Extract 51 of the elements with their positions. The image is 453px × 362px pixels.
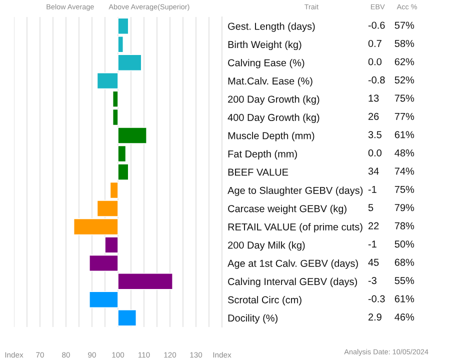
y-tick-label: 200 Day Milk (kg) <box>228 241 305 251</box>
y-tick-label: Age to Slaughter GEBV (days) <box>228 186 363 196</box>
y-tick-label: 400 Day Growth (kg) <box>228 114 320 123</box>
text: 58% <box>394 40 414 48</box>
y-tick-label: Age at 1st Calv. GEBV (days) <box>228 260 358 269</box>
text: -0.8 <box>368 76 385 84</box>
text: 5 <box>368 204 374 212</box>
text: 74% <box>394 168 414 175</box>
y-tick-label: Carcase weight GEBV (kg) <box>228 204 346 214</box>
text: 79% <box>394 204 414 212</box>
y-tick-label: Birth Weight (kg) <box>228 40 302 50</box>
text: 0.0 <box>368 149 382 156</box>
text: 55% <box>394 277 414 284</box>
text: 68% <box>394 258 414 266</box>
text: -3 <box>368 277 376 284</box>
y-tick-label: Calving Ease (%) <box>228 58 304 68</box>
y-tick-label: Muscle Depth (mm) <box>228 132 314 142</box>
y-tick-label: 200 Day Growth (kg) <box>228 95 320 105</box>
text: 26 <box>368 112 379 120</box>
y-tick-label: Gest. Length (days) <box>228 22 315 32</box>
text: 52% <box>394 76 414 84</box>
text: 34 <box>368 168 379 175</box>
text: 61% <box>394 295 414 302</box>
text: 61% <box>394 131 414 138</box>
y-tick-label: Fat Depth (mm) <box>228 150 297 160</box>
text: 57% <box>394 22 414 29</box>
text: 78% <box>394 222 414 230</box>
text: 77% <box>394 112 414 120</box>
y-tick-label: Calving Interval GEBV (days) <box>228 278 357 288</box>
y-tick-label: Mat.Calv. Ease (%) <box>228 77 312 87</box>
text: -0.3 <box>368 295 385 302</box>
text: -1 <box>368 186 376 193</box>
text: 50% <box>394 240 414 248</box>
text: 46% <box>394 313 414 321</box>
text: 45 <box>368 258 379 266</box>
y-tick-label: Docility (%) <box>228 314 278 324</box>
text: 48% <box>394 149 414 156</box>
text: 0.7 <box>368 40 382 48</box>
text: 2.9 <box>368 313 382 321</box>
text: 0.0 <box>368 58 382 66</box>
text: 75% <box>394 94 414 102</box>
text: 22 <box>368 222 379 230</box>
text: -1 <box>368 240 376 248</box>
text: 75% <box>394 186 414 193</box>
text: 62% <box>394 58 414 66</box>
text: 13 <box>368 94 379 102</box>
y-tick-label: BEEF VALUE <box>228 168 288 176</box>
text: 3.5 <box>368 131 382 138</box>
y-tick-label: Scrotal Circ (cm) <box>228 296 302 306</box>
y-tick-label: RETAIL VALUE (of prime cuts) <box>228 223 362 232</box>
text: -0.6 <box>368 22 385 29</box>
